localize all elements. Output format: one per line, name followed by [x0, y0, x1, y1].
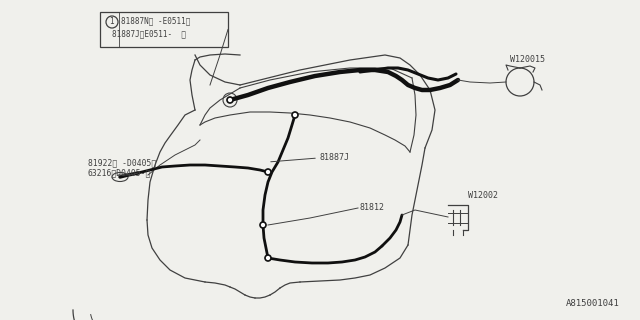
Text: 1: 1 [228, 97, 232, 103]
Text: 1: 1 [109, 18, 115, 27]
Text: 81887J（E0511-  ）: 81887J（E0511- ） [112, 29, 186, 38]
Text: W120015: W120015 [510, 55, 545, 65]
Circle shape [260, 222, 266, 228]
Circle shape [265, 169, 271, 175]
Circle shape [265, 255, 271, 261]
Text: 81887J: 81887J [320, 153, 350, 162]
Circle shape [292, 112, 298, 118]
Circle shape [227, 97, 233, 103]
Text: A815001041: A815001041 [566, 299, 620, 308]
Text: W12002: W12002 [468, 190, 498, 199]
Text: 81922（ -D0405）: 81922（ -D0405） [88, 158, 156, 167]
Text: 81812: 81812 [360, 203, 385, 212]
Text: 81887N（ -E0511）: 81887N（ -E0511） [121, 17, 190, 26]
Text: 63216（D0405-）: 63216（D0405-） [88, 169, 152, 178]
